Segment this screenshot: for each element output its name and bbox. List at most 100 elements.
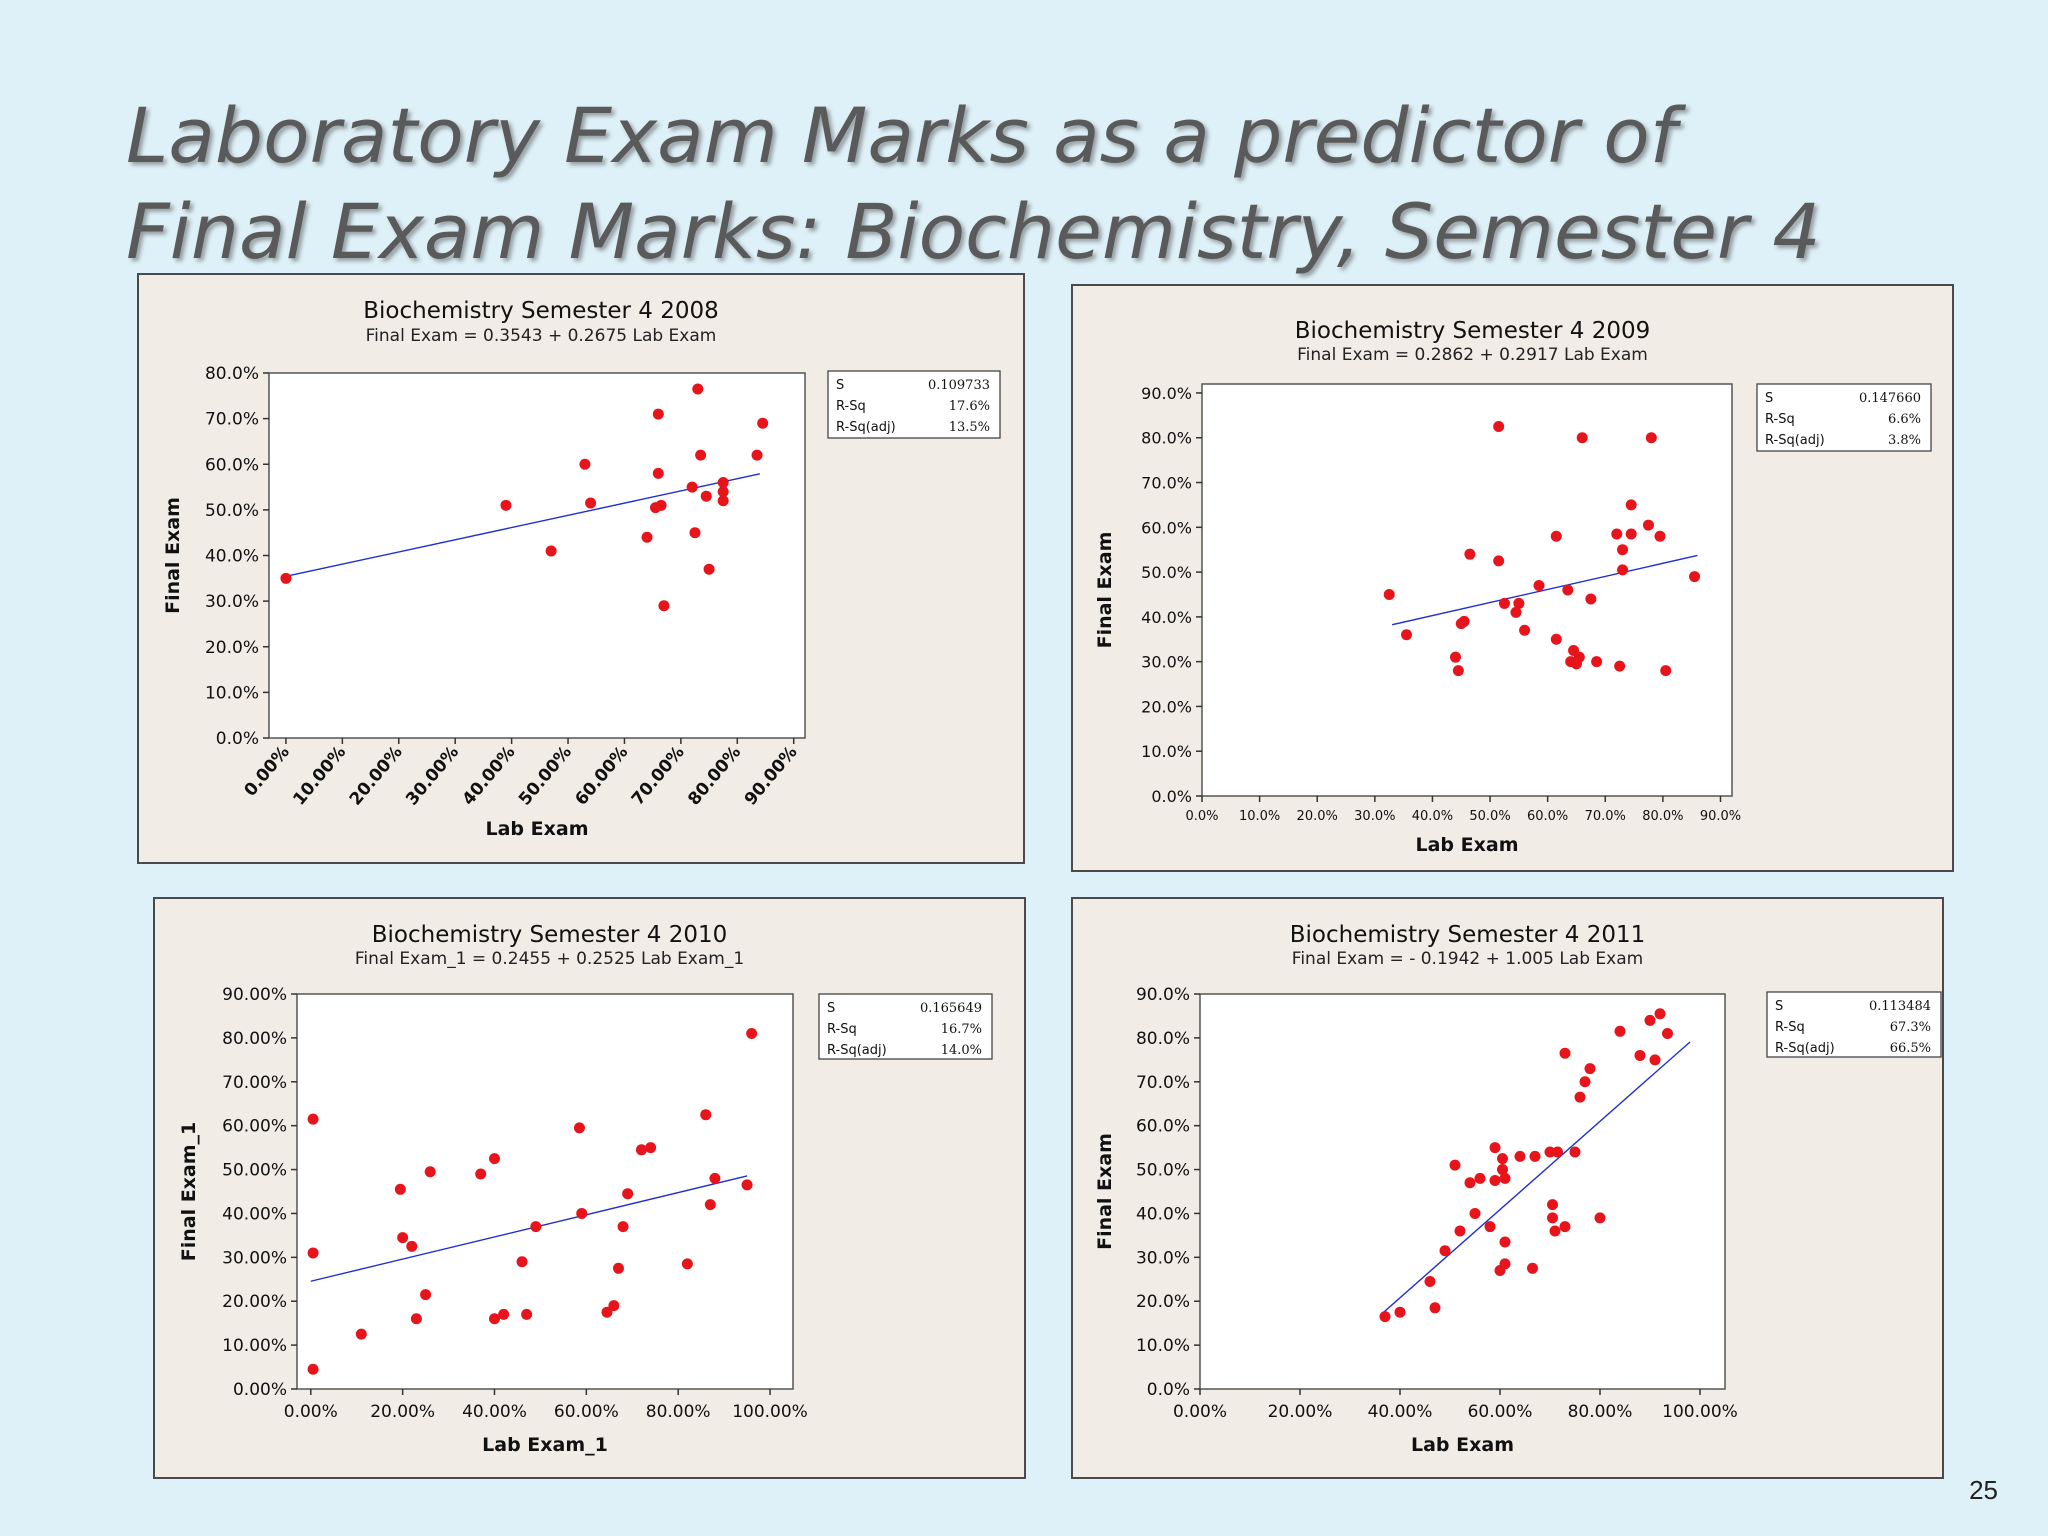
data-point [1499,1172,1511,1184]
y-tick-label: 40.0% [1136,1204,1190,1224]
x-tick-label: 40.00% [462,1402,527,1422]
y-tick-label: 60.0% [1141,518,1192,537]
y-axis-label: Final Exam [1094,1133,1116,1250]
y-tick-label: 20.00% [222,1292,287,1312]
y-tick-label: 40.00% [222,1204,287,1224]
data-point [622,1188,634,1200]
y-tick-label: 0.0% [1151,787,1192,806]
y-tick-label: 80.0% [205,364,259,384]
x-tick-label: 70.00% [628,742,689,809]
y-tick-label: 50.0% [205,501,259,521]
data-point [1429,1302,1441,1314]
x-tick-label: 0.00% [1173,1402,1227,1422]
stats-box [1766,991,1942,1058]
data-point [280,572,292,584]
data-point [1464,1177,1476,1189]
data-point [1499,1258,1511,1270]
stats-value: 0.165649 [920,1001,982,1016]
slide-title: Laboratory Exam Marks as a predictor of … [126,88,2026,280]
y-tick-label: 20.0% [1136,1292,1190,1312]
data-point [1497,1153,1508,1165]
x-tick-label: 20.00% [346,742,407,809]
x-tick-label: 100.00% [732,1402,808,1422]
stats-label: S [1775,999,1783,1014]
data-point [406,1240,418,1252]
y-tick-label: 30.0% [1136,1248,1190,1268]
x-tick-label: 0.00% [241,742,294,800]
data-point [488,1153,500,1165]
stats-value: 16.7% [941,1022,982,1037]
x-tick-label: 40.00% [1368,1402,1433,1422]
data-point [645,1142,657,1154]
regression-line [1382,1041,1691,1314]
data-point [545,545,557,557]
plot-area [296,993,794,1390]
data-point [704,1199,716,1211]
chart-panel-2008: Biochemistry Semester 4 2008 Final Exam =… [137,273,1025,864]
y-tick-label: 60.0% [1136,1117,1190,1137]
slide-title-line-1: Laboratory Exam Marks as a predictor of [126,91,1677,180]
data-point [1533,580,1545,592]
stats-value: 14.0% [941,1043,982,1058]
data-point [655,499,667,511]
data-point [1379,1311,1391,1323]
data-point [1579,1076,1591,1088]
data-point [420,1289,432,1301]
regression-line [285,473,761,578]
y-axis-label: Final Exam [162,497,184,614]
data-point [1498,597,1510,609]
chart-panel-2011: Biochemistry Semester 4 2011 Final Exam =… [1071,897,1944,1479]
data-point [1645,432,1657,444]
stats-box [818,993,993,1060]
data-point [717,477,729,488]
x-tick-label: 100.00% [1662,1402,1738,1422]
stats-label: S [827,1001,835,1016]
data-point [307,1363,319,1375]
data-point [397,1232,409,1244]
data-point [1611,528,1623,540]
data-point [751,449,763,461]
x-tick-label: 60.00% [554,1402,619,1422]
data-point [394,1183,406,1195]
x-tick-label: 20.0% [1297,809,1338,824]
data-point [703,563,715,575]
x-tick-label: 10.00% [289,742,350,809]
data-point [1383,588,1395,600]
data-point [1634,1049,1646,1061]
data-point [1550,530,1562,542]
data-point [1452,665,1464,677]
data-point [1474,1172,1486,1184]
x-axis-label: Lab Exam [486,818,589,840]
data-point [658,600,670,612]
data-point [488,1313,500,1325]
data-point [1493,555,1505,567]
data-point [410,1313,422,1325]
x-tick-label: 90.0% [1700,809,1741,824]
data-point [1591,656,1603,668]
x-axis-label: Lab Exam [1416,834,1519,856]
x-tick-label: 30.00% [402,742,463,809]
data-point [1449,1159,1461,1171]
regression-equation: Final Exam = - 0.1942 + 1.005 Lab Exam [1292,949,1643,969]
data-point [635,1144,647,1156]
data-point [1559,1221,1571,1233]
data-point [498,1308,510,1320]
x-tick-label: 60.00% [571,742,632,809]
stats-value: 67.3% [1890,1020,1931,1035]
data-point [1617,564,1629,576]
y-tick-label: 0.0% [1147,1380,1190,1400]
stats-label: R-Sq [836,399,866,414]
y-tick-label: 20.0% [1141,697,1192,716]
y-tick-label: 10.0% [1136,1336,1190,1356]
y-tick-label: 50.0% [1136,1161,1190,1181]
y-axis-label: Final Exam [1094,532,1116,649]
y-tick-label: 90.0% [1141,384,1192,403]
data-point [1559,1047,1571,1059]
y-tick-label: 50.00% [222,1161,287,1181]
data-point [686,481,698,493]
data-point [1454,1225,1466,1237]
stats-label: S [1765,391,1773,406]
y-tick-label: 40.0% [205,547,259,567]
